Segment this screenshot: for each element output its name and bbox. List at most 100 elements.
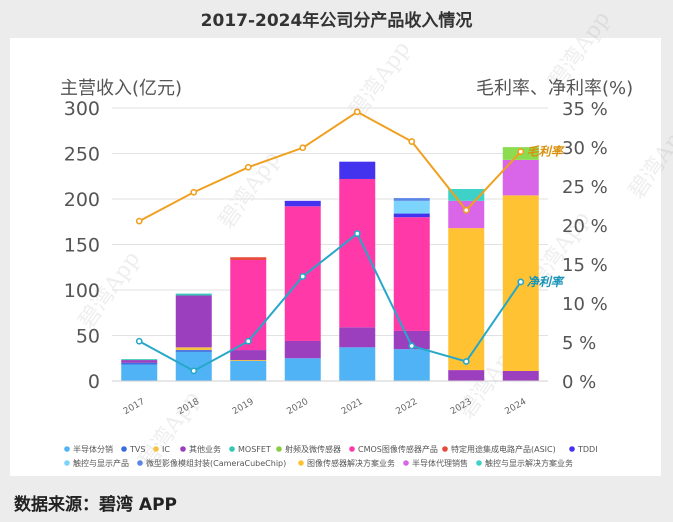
legend-marker <box>64 446 70 452</box>
bar-segment <box>121 360 158 363</box>
right-tick-label: 5 % <box>562 333 596 354</box>
x-tick-label: 2021 <box>340 397 365 417</box>
watermark-text: 碧湾App <box>624 117 673 203</box>
legend-marker <box>137 460 143 466</box>
watermark-text: 碧湾App <box>214 147 285 233</box>
left-axis-title: 主营收入(亿元) <box>60 78 183 99</box>
bar-segment <box>393 330 430 350</box>
legend-label: MOSFET <box>238 445 271 454</box>
legend-label: TVS <box>129 445 145 454</box>
bar-segment <box>230 360 267 381</box>
bar-segment <box>339 161 376 179</box>
line-point <box>353 108 361 116</box>
bar-segment <box>175 350 212 352</box>
bar-segment <box>284 200 321 207</box>
line-point <box>135 337 143 345</box>
bar-segment <box>175 295 212 348</box>
bar-segment <box>448 370 485 381</box>
legend-label: IC <box>162 445 170 454</box>
bar-segment <box>121 359 158 361</box>
left-tick-label: 50 <box>76 326 100 348</box>
line-point <box>190 367 198 375</box>
legend-label: 触控与显示产品 <box>73 458 129 468</box>
bar-segment <box>339 347 376 381</box>
right-axis-title: 毛利率、净利率(%) <box>476 78 634 99</box>
bar-segment <box>393 349 430 381</box>
line-point <box>462 206 470 214</box>
chart-title: 2017-2024年公司分产品收入情况 <box>200 11 473 31</box>
right-tick-label: 15 % <box>562 255 608 276</box>
legend-label: 触控与显示解决方案业务 <box>485 458 573 468</box>
legend-label: 射频及微传感器 <box>285 444 341 454</box>
bar-segment <box>121 364 158 381</box>
line-point <box>353 230 361 237</box>
bar-segment <box>175 351 212 381</box>
legend-label: 半导体分销 <box>73 444 113 454</box>
right-tick-label: 30 % <box>562 138 608 159</box>
legend-label: 其他业务 <box>189 444 221 454</box>
line-point <box>244 163 252 171</box>
bar-segment <box>339 178 376 328</box>
right-tick-label: 25 % <box>562 177 608 198</box>
legend-marker <box>349 446 355 452</box>
bar-segment <box>339 327 376 348</box>
right-tick-label: 0 % <box>562 372 596 393</box>
x-tick-label: 2022 <box>394 397 419 417</box>
legend-label: 微型影像模组封装(CameraCubeChip) <box>146 458 286 468</box>
bar-segment <box>393 200 430 214</box>
bar-segment <box>230 360 267 361</box>
line-label: 净利率 <box>527 275 565 289</box>
bar-segment <box>448 200 485 229</box>
bar-segment <box>284 340 321 359</box>
line-point <box>408 342 416 350</box>
legend-label: 特定用途集成电路产品(ASIC) <box>451 444 556 454</box>
bar-segment <box>502 370 539 381</box>
legend-marker <box>229 446 235 452</box>
legend-label: CMOS图像传感器产品 <box>358 444 438 454</box>
bar-segment <box>448 228 485 371</box>
legend-marker <box>153 446 159 452</box>
left-tick-label: 250 <box>64 144 100 166</box>
line-point <box>408 138 416 145</box>
x-tick-label: 2017 <box>122 397 147 417</box>
right-tick-label: 10 % <box>562 294 608 315</box>
line-point <box>135 217 143 225</box>
series-line <box>138 232 522 372</box>
left-tick-label: 300 <box>64 98 100 120</box>
right-tick-label: 35 % <box>562 99 608 120</box>
legend-marker <box>569 446 575 452</box>
legend-label: TDDI <box>577 445 598 454</box>
legend-marker <box>121 446 127 452</box>
x-tick-label: 2020 <box>285 397 310 417</box>
bar-segment <box>230 350 267 361</box>
x-tick-label: 2019 <box>231 397 256 417</box>
legend-marker <box>276 446 282 452</box>
bar-segment <box>175 347 212 351</box>
legend-label: 图像传感器解决方案业务 <box>307 458 395 468</box>
left-tick-label: 200 <box>64 189 100 211</box>
line-point <box>462 358 470 365</box>
bar-segment <box>230 259 267 351</box>
bar-segment <box>393 198 430 201</box>
line-point <box>517 148 525 156</box>
bar-segment <box>448 188 485 201</box>
legend-marker <box>476 460 482 466</box>
line-label: 毛利率 <box>527 145 565 159</box>
legend-label: 半导体代理销售 <box>412 458 468 468</box>
left-tick-label: 100 <box>64 280 100 302</box>
left-tick-label: 150 <box>64 235 100 257</box>
legend-marker <box>442 446 448 452</box>
left-tick-label: 0 <box>88 371 100 393</box>
plot-area-background <box>10 38 661 476</box>
right-tick-label: 20 % <box>562 216 608 237</box>
line-point <box>299 273 307 280</box>
legend-marker <box>298 460 304 466</box>
bar-segment <box>393 213 430 218</box>
legend-marker <box>180 446 186 452</box>
legend: 半导体分销 TVS IC 其他业务 MOSFET 射频及微传感器 CMOS图像传感器产品 特定… <box>64 444 598 468</box>
line-point <box>299 144 307 152</box>
legend-marker <box>403 460 409 466</box>
line-point <box>517 278 525 286</box>
bar-segment <box>230 257 267 260</box>
